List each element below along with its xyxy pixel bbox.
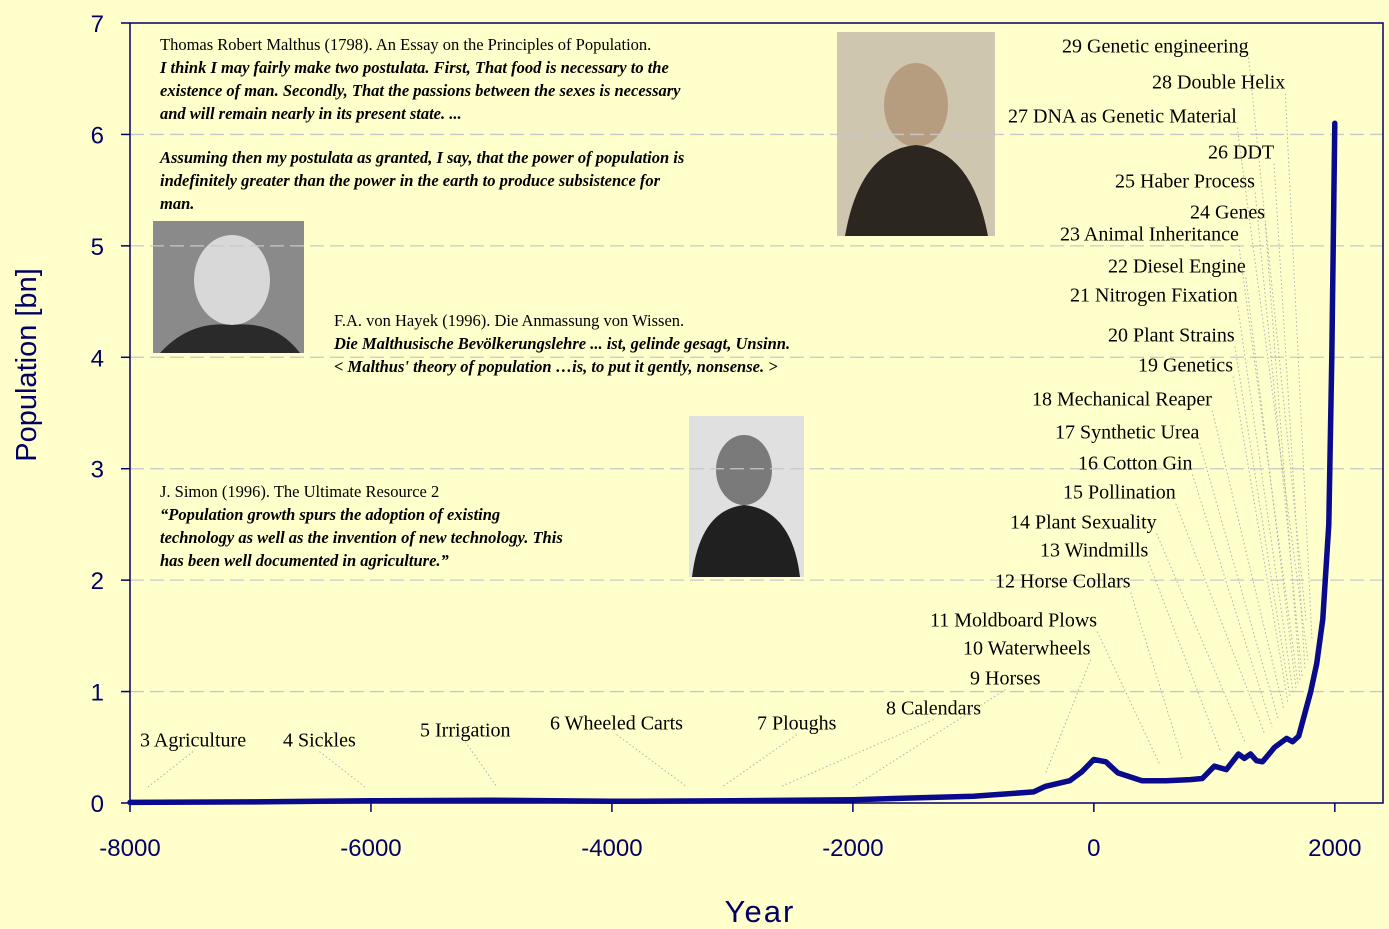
quote-line: and will remain nearly in its present st… [160, 104, 462, 123]
quote-line: “Population growth spurs the adoption of… [160, 505, 500, 524]
y-axis-title: Population [bn] [11, 268, 43, 461]
x-tick-label: -8000 [99, 835, 160, 862]
annotation: 19 Genetics [1138, 355, 1233, 377]
annotation: 15 Pollination [1063, 482, 1176, 504]
annotation: 18 Mechanical Reaper [1032, 389, 1212, 411]
annotation: 24 Genes [1190, 202, 1265, 224]
quote-line: technology as well as the invention of n… [160, 528, 563, 547]
annotation: 7 Ploughs [757, 713, 837, 735]
x-axis-title: Year [725, 894, 796, 929]
y-tick-label: 2 [91, 568, 104, 595]
y-tick-label: 7 [91, 11, 104, 38]
annotation: 5 Irrigation [420, 720, 511, 742]
annotation: 6 Wheeled Carts [550, 713, 683, 735]
y-tick-label: 5 [91, 234, 104, 261]
x-tick-label: 2000 [1308, 835, 1361, 862]
annotation: 17 Synthetic Urea [1055, 422, 1200, 444]
y-tick-label: 0 [91, 791, 104, 818]
annotation: 11 Moldboard Plows [930, 610, 1097, 632]
quote-line: has been well documented in agriculture.… [160, 551, 449, 570]
annotation: 14 Plant Sexuality [1010, 512, 1157, 534]
annotation: 4 Sickles [283, 730, 356, 752]
quote-line: Assuming then my postulata as granted, I… [159, 148, 684, 167]
annotation: 10 Waterwheels [963, 638, 1091, 660]
annotation: 22 Diesel Engine [1108, 256, 1246, 278]
y-tick-label: 3 [91, 457, 104, 484]
annotation: 29 Genetic engineering [1062, 36, 1249, 58]
y-tick-label: 1 [91, 680, 104, 707]
quote-line: Die Malthusische Bevölkerungslehre ... i… [333, 334, 790, 353]
quote-line: < Malthus' theory of population …is, to … [334, 357, 778, 376]
annotation: 25 Haber Process [1115, 171, 1255, 193]
quote-line: indefinitely greater than the power in t… [160, 171, 661, 190]
photo-hayek [153, 221, 304, 353]
chart: Year Population [bn] 0 1 2 3 4 5 6 7 -8000 -6000 -… [0, 0, 1389, 929]
page: Year Population [bn] 0 1 2 3 4 5 6 7 -8000 -6000 -… [0, 0, 1389, 929]
annotation: 23 Animal Inheritance [1060, 224, 1239, 246]
annotation: 28 Double Helix [1152, 72, 1285, 94]
quote-source: J. Simon (1996). The Ultimate Resource 2 [160, 482, 439, 501]
x-tick-label: -4000 [581, 835, 642, 862]
photo-simon [689, 416, 804, 577]
quote-line: I think I may fairly make two postulata.… [159, 58, 669, 77]
x-tick-label: -2000 [822, 835, 883, 862]
annotation: 27 DNA as Genetic Material [1008, 106, 1237, 128]
annotation: 8 Calendars [886, 698, 981, 720]
annotation: 13 Windmills [1040, 540, 1148, 562]
annotation: 3 Agriculture [140, 730, 246, 752]
y-tick-label: 4 [91, 345, 104, 372]
quote-source: Thomas Robert Malthus (1798). An Essay o… [160, 35, 651, 54]
quote-line: man. [160, 194, 194, 213]
annotation: 9 Horses [970, 668, 1041, 690]
annotation: 21 Nitrogen Fixation [1070, 285, 1238, 307]
y-tick-label: 6 [91, 122, 104, 149]
annotation: 20 Plant Strains [1108, 325, 1235, 347]
annotation: 16 Cotton Gin [1078, 453, 1192, 475]
annotation: 12 Horse Collars [995, 571, 1131, 593]
x-tick-label: 0 [1087, 835, 1100, 862]
quote-source: F.A. von Hayek (1996). Die Anmassung von… [334, 311, 684, 330]
x-tick-label: -6000 [340, 835, 401, 862]
quote-line: existence of man. Secondly, That the pas… [160, 81, 681, 100]
